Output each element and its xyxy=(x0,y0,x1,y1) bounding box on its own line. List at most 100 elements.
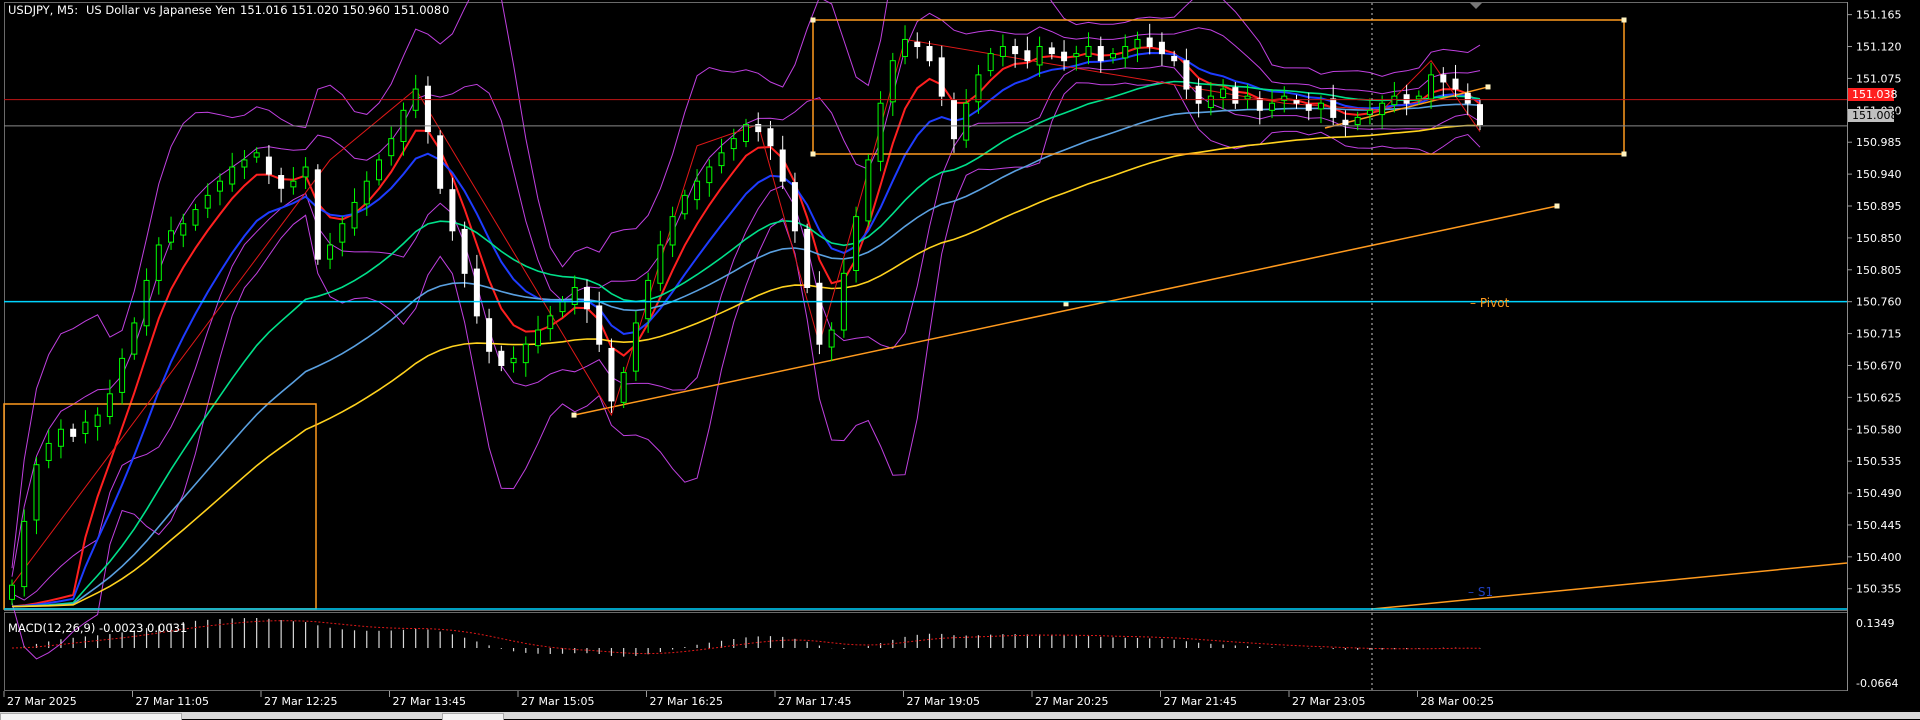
candle-body xyxy=(1134,38,1141,49)
candle-body xyxy=(779,149,786,182)
candle-body xyxy=(204,194,211,209)
candle-body xyxy=(1293,99,1300,104)
red-line-price-tag xyxy=(1848,88,1894,101)
price-tick-label: 150.670 xyxy=(1856,359,1902,372)
candle-body xyxy=(1061,51,1068,62)
price-tick-label: 150.490 xyxy=(1856,487,1902,500)
horizontal-levels[interactable] xyxy=(4,99,1847,610)
price-tick-label: 150.400 xyxy=(1856,551,1902,564)
candle-body xyxy=(522,343,529,364)
candle-body xyxy=(82,421,89,435)
candle-body xyxy=(1391,95,1398,106)
price-tick-label: 150.535 xyxy=(1856,455,1902,468)
candle-body xyxy=(559,301,566,313)
candle-body xyxy=(265,156,272,175)
ohlc-values: 151.016 151.020 150.960 151.008 xyxy=(240,3,441,17)
candle-body xyxy=(963,102,970,141)
candle-body xyxy=(351,201,358,229)
candle-body xyxy=(473,268,480,317)
price-tick-label: 150.895 xyxy=(1856,200,1902,213)
range-rectangle xyxy=(812,19,1625,155)
candle-body xyxy=(1305,104,1312,111)
candle-body xyxy=(620,372,627,403)
candle-body xyxy=(1317,102,1324,110)
current-price: 151.008 xyxy=(1852,109,1898,122)
candle-body xyxy=(1097,46,1104,62)
trend-handle xyxy=(571,412,577,418)
price-tick-label: 150.625 xyxy=(1856,391,1902,404)
candle-body xyxy=(1256,98,1263,111)
chart-tab[interactable] xyxy=(442,713,504,720)
spread-value: 0 xyxy=(442,3,449,17)
candle-body xyxy=(767,128,774,147)
candle-body xyxy=(706,166,713,184)
candle-body xyxy=(1024,50,1031,62)
candle-body xyxy=(1403,94,1410,104)
candle-body xyxy=(1146,37,1153,48)
trend-handle xyxy=(1554,203,1560,209)
candle-body xyxy=(571,287,578,306)
candle-body xyxy=(424,85,431,133)
candle-body xyxy=(1183,60,1190,90)
candle-body xyxy=(376,159,382,181)
candle-body xyxy=(253,152,260,158)
rectangle-handle xyxy=(810,151,816,157)
macd-min-label: -0.0664 xyxy=(1856,677,1898,690)
time-tick-label: 27 Mar 15:05 xyxy=(521,695,594,708)
candle-body xyxy=(94,414,101,427)
price-tick-label: 150.940 xyxy=(1856,168,1902,181)
candle-body xyxy=(437,135,444,189)
candle-body xyxy=(1354,116,1361,125)
candle-body xyxy=(1477,104,1483,125)
candle-body xyxy=(1048,47,1055,55)
band-dn-line xyxy=(11,81,1481,660)
drawn-objects[interactable] xyxy=(3,17,1848,610)
candle-body xyxy=(302,166,309,178)
candle-body xyxy=(314,169,321,260)
candle-body xyxy=(645,279,652,320)
candle-body xyxy=(510,357,517,364)
band-up-line xyxy=(11,0,1481,569)
candle-body xyxy=(1171,55,1178,62)
candle-body xyxy=(106,393,113,418)
trend-handle xyxy=(1485,84,1491,90)
candle-body xyxy=(1330,98,1337,118)
candle-body xyxy=(1452,78,1459,90)
macd-signal-line xyxy=(11,620,1480,655)
candle-body xyxy=(33,464,40,521)
candle-body xyxy=(828,329,835,348)
candle-body xyxy=(902,38,909,57)
candle-body xyxy=(865,159,872,222)
candle-body xyxy=(57,428,64,447)
candle-body xyxy=(388,138,395,157)
price-tick-label: 150.580 xyxy=(1856,423,1902,436)
time-tick-label: 27 Mar 11:05 xyxy=(136,695,209,708)
price-tick-label: 150.715 xyxy=(1856,328,1902,341)
chart-shift-marker[interactable] xyxy=(1470,3,1482,9)
candle-body xyxy=(1036,46,1043,66)
candle-body xyxy=(216,180,223,192)
candle-body xyxy=(9,584,15,600)
candle-body xyxy=(180,223,187,236)
price-tick-label: 151.120 xyxy=(1856,41,1902,54)
time-tick-label: 27 Mar 2025 xyxy=(7,695,77,708)
candle-body xyxy=(657,244,664,284)
time-axis: 27 Mar 2025 27 Mar 11:05 27 Mar 12:25 27 Ma… xyxy=(3,691,1494,708)
candle-body xyxy=(535,329,542,347)
lower-trend-line xyxy=(1371,562,1848,610)
candle-body xyxy=(743,123,749,143)
candle-body xyxy=(290,180,297,188)
ma-blue-line xyxy=(11,51,1481,608)
price-tick-label: 150.445 xyxy=(1856,519,1902,532)
candle-body xyxy=(498,350,505,366)
candle-body xyxy=(1379,102,1386,116)
opening-range-rectangle xyxy=(3,403,317,610)
chart-tab-active[interactable] xyxy=(0,713,182,720)
red-line-price: 151.038 xyxy=(1852,88,1898,101)
time-tick-label: 28 Mar 00:25 xyxy=(1421,695,1494,708)
time-tick-label: 27 Mar 19:05 xyxy=(907,695,980,708)
candle-body xyxy=(987,53,994,72)
candle-body xyxy=(1281,95,1288,101)
candle-body xyxy=(608,347,615,402)
